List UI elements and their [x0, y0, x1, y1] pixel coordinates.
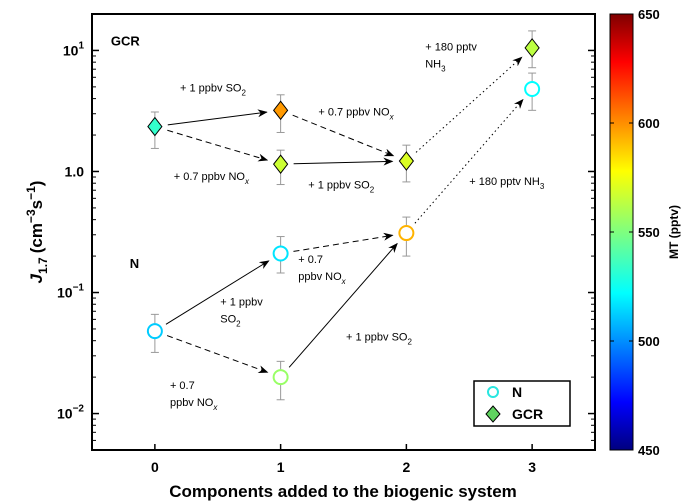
y-tick-label: 101 [63, 40, 85, 58]
legend-gcr-label: GCR [512, 406, 543, 422]
plot-area [91, 13, 596, 451]
path-arrow [415, 56, 523, 153]
path-arrow [293, 232, 394, 252]
panel-label: GCR [111, 33, 141, 48]
y-tick-label: 10−2 [57, 404, 84, 422]
path-arrow [293, 157, 394, 166]
y-tick-label: 10−1 [57, 283, 84, 301]
path-arrow [165, 260, 270, 325]
path-arrow [167, 129, 269, 162]
annotation: + 1 ppbv SO2 [180, 82, 246, 97]
legend: N GCR [473, 380, 571, 427]
n-marker [272, 369, 289, 386]
annotation: + 180 pptv NH3 [425, 41, 477, 73]
x-tick-label: 2 [402, 459, 410, 475]
panel-labels: GCR N [111, 33, 141, 270]
annotations: + 1 ppbv SO2 + 0.7 ppbv NOx + 0.7 ppbv NOx… [170, 41, 545, 411]
colorbar-tick-label: 600 [638, 116, 660, 131]
annotation: + 1 ppbv SO2 [308, 180, 374, 195]
y-tick-label: 1.0 [65, 163, 85, 179]
colorbar-tick-label: 500 [638, 334, 660, 349]
x-tick-label: 3 [528, 459, 536, 475]
annotation: + 0.7 ppbv NOx [170, 380, 218, 412]
n-marker [524, 81, 541, 98]
n-marker [146, 323, 163, 340]
annotation: + 1 ppbv SO2 [220, 297, 263, 329]
path-arrow [166, 335, 269, 373]
path-arrow [292, 114, 395, 157]
panel-label: N [130, 256, 139, 271]
legend-gcr-marker [485, 405, 501, 423]
x-tick-label: 1 [277, 459, 285, 475]
annotation: + 0.7 ppbv NOx [174, 171, 250, 186]
legend-n-marker [487, 386, 499, 398]
gcr-marker [398, 151, 415, 171]
path-arrow [167, 109, 268, 126]
colorbar-label: MT (pptv) [667, 205, 681, 259]
gcr-marker [272, 100, 289, 121]
x-tick-label: 0 [151, 459, 159, 475]
path-arrow [288, 242, 398, 368]
annotation: + 0.7 ppbv NOx [298, 254, 346, 286]
colorbar-tick-label: 650 [638, 7, 660, 22]
markers [146, 38, 541, 386]
gcr-marker [524, 38, 540, 58]
y-axis-label: J1.7(cm−3s−1) [24, 181, 50, 284]
colorbar: 450 500 550 600 650 MT (pptv) [609, 7, 681, 458]
x-axis-label: Components added to the biogenic system [169, 482, 517, 501]
x-axis-ticks: 0 1 2 3 [151, 444, 536, 475]
annotation: + 0.7 ppbv NOx [318, 107, 394, 122]
annotation: + 180 pptv NH3 [469, 176, 545, 191]
path-arrow [414, 98, 524, 224]
colorbar-tick-label: 550 [638, 225, 660, 240]
n-marker [398, 225, 415, 242]
arrows [165, 56, 524, 373]
legend-n-label: N [512, 384, 522, 400]
colorbar-tick-label: 450 [638, 443, 660, 458]
gcr-marker [147, 116, 163, 137]
annotation: + 1 ppbv SO2 [346, 332, 412, 347]
n-marker [272, 245, 289, 262]
gcr-marker [272, 154, 289, 174]
y-axis-ticks: 10−2 10−1 1.0 101 [57, 40, 595, 451]
